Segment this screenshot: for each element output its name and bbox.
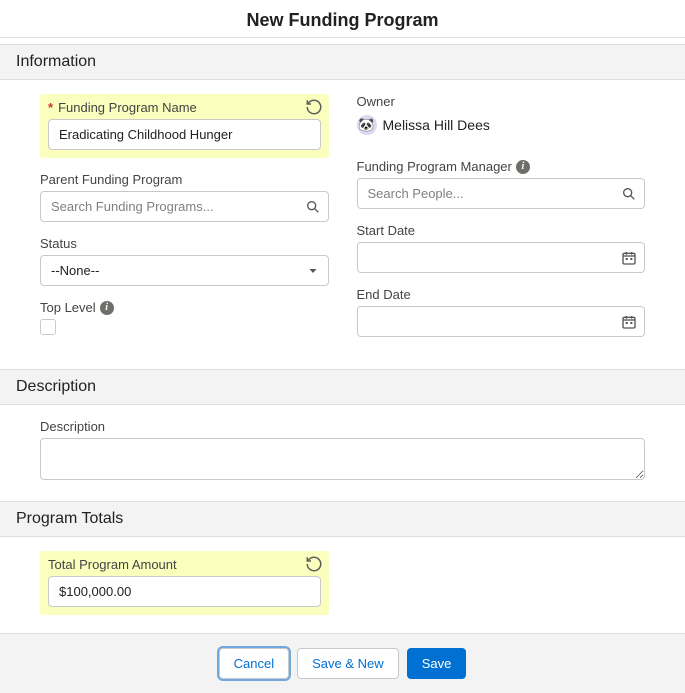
field-top-level: Top Level i bbox=[40, 300, 329, 335]
label-text: Owner bbox=[357, 94, 395, 109]
info-icon[interactable]: i bbox=[516, 160, 530, 174]
label-status: Status bbox=[40, 236, 329, 251]
label-text: Total Program Amount bbox=[48, 557, 177, 572]
field-funding-program-manager: Funding Program Manager i bbox=[357, 159, 646, 209]
section-header-description: Description bbox=[0, 369, 685, 405]
label-text: Top Level bbox=[40, 300, 96, 315]
label-total-program-amount: Total Program Amount bbox=[48, 557, 321, 572]
undo-icon[interactable] bbox=[305, 98, 323, 116]
parent-funding-program-input[interactable] bbox=[40, 191, 329, 222]
field-status: Status --None-- bbox=[40, 236, 329, 286]
label-funding-program-name: * Funding Program Name bbox=[48, 100, 321, 115]
label-text: Funding Program Manager bbox=[357, 159, 512, 174]
save-and-new-button[interactable]: Save & New bbox=[297, 648, 399, 679]
field-end-date: End Date bbox=[357, 287, 646, 337]
funding-program-manager-input[interactable] bbox=[357, 178, 646, 209]
label-owner: Owner bbox=[357, 94, 646, 109]
field-funding-program-name: * Funding Program Name bbox=[40, 94, 329, 158]
label-text: Parent Funding Program bbox=[40, 172, 182, 187]
undo-icon[interactable] bbox=[305, 555, 323, 573]
save-button[interactable]: Save bbox=[407, 648, 467, 679]
top-level-checkbox[interactable] bbox=[40, 319, 56, 335]
funding-program-name-input[interactable] bbox=[48, 119, 321, 150]
field-parent-funding-program: Parent Funding Program bbox=[40, 172, 329, 222]
modal-title: New Funding Program bbox=[0, 0, 685, 37]
field-total-program-amount: Total Program Amount bbox=[40, 551, 329, 615]
section-header-information: Information bbox=[0, 44, 685, 80]
info-icon[interactable]: i bbox=[100, 301, 114, 315]
owner-value: 🐼 Melissa Hill Dees bbox=[357, 113, 646, 135]
required-indicator: * bbox=[48, 100, 53, 115]
divider bbox=[0, 37, 685, 38]
label-description: Description bbox=[40, 419, 645, 434]
description-textarea[interactable] bbox=[40, 438, 645, 480]
field-owner: Owner 🐼 Melissa Hill Dees bbox=[357, 94, 646, 135]
section-body-program-totals: Total Program Amount bbox=[0, 537, 685, 633]
label-start-date: Start Date bbox=[357, 223, 646, 238]
avatar: 🐼 bbox=[357, 115, 377, 135]
label-text: Description bbox=[40, 419, 105, 434]
section-body-description: Description bbox=[0, 405, 685, 501]
label-top-level: Top Level i bbox=[40, 300, 329, 315]
field-description: Description bbox=[40, 419, 645, 483]
owner-name: Melissa Hill Dees bbox=[383, 117, 490, 133]
label-text: Start Date bbox=[357, 223, 416, 238]
field-start-date: Start Date bbox=[357, 223, 646, 273]
label-text: End Date bbox=[357, 287, 411, 302]
section-header-program-totals: Program Totals bbox=[0, 501, 685, 537]
total-program-amount-input[interactable] bbox=[48, 576, 321, 607]
label-end-date: End Date bbox=[357, 287, 646, 302]
end-date-input[interactable] bbox=[357, 306, 646, 337]
label-funding-program-manager: Funding Program Manager i bbox=[357, 159, 646, 174]
status-select[interactable]: --None-- bbox=[40, 255, 329, 286]
start-date-input[interactable] bbox=[357, 242, 646, 273]
cancel-button[interactable]: Cancel bbox=[219, 648, 289, 679]
footer: Cancel Save & New Save bbox=[0, 633, 685, 693]
label-text: Funding Program Name bbox=[58, 100, 197, 115]
label-parent-funding-program: Parent Funding Program bbox=[40, 172, 329, 187]
label-text: Status bbox=[40, 236, 77, 251]
section-body-information: * Funding Program Name Parent Funding Pr… bbox=[0, 80, 685, 369]
